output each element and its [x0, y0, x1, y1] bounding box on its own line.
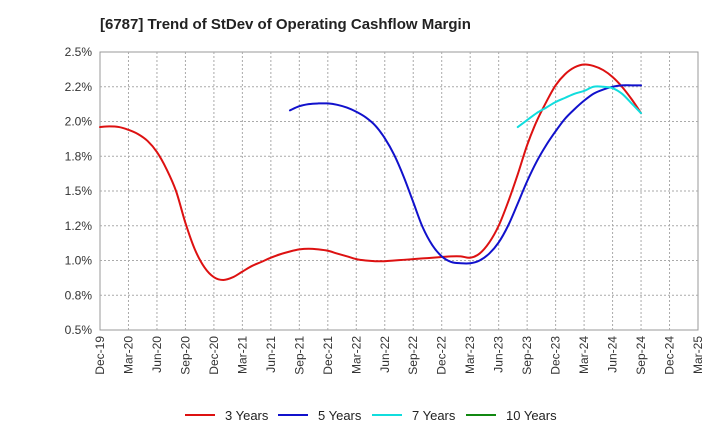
x-tick-label: Jun-22 — [378, 336, 392, 373]
y-tick-label: 0.8% — [65, 288, 93, 302]
x-tick-label: Jun-21 — [264, 336, 278, 373]
y-tick-label: 1.0% — [65, 254, 93, 268]
x-tick-label: Sep-24 — [634, 336, 648, 375]
x-tick-label: Mar-25 — [691, 336, 705, 374]
x-tick-label: Dec-20 — [207, 336, 221, 375]
x-tick-label: Jun-24 — [606, 336, 620, 373]
series-lines — [99, 63, 643, 281]
series-line-5-years — [288, 84, 643, 265]
y-tick-label: 1.2% — [65, 219, 93, 233]
legend: 3 Years 5 Years 7 Years 10 Years — [185, 408, 557, 423]
x-tick-label: Sep-21 — [292, 336, 306, 375]
x-tick-label: Dec-23 — [549, 336, 563, 375]
chart-title: [6787] Trend of StDev of Operating Cashf… — [100, 16, 471, 33]
x-tick-label: Jun-20 — [150, 336, 164, 373]
x-tick-label: Sep-22 — [406, 336, 420, 375]
x-tick-label: Dec-19 — [93, 336, 107, 375]
x-tick-label: Mar-20 — [121, 336, 135, 374]
x-tick-label: Mar-21 — [235, 336, 249, 374]
y-tick-label: 2.5% — [65, 45, 93, 59]
y-tick-label: 2.2% — [65, 80, 93, 94]
x-tick-label: Mar-24 — [577, 336, 591, 374]
series-line-3-years — [99, 63, 643, 281]
x-tick-label: Sep-23 — [520, 336, 534, 375]
x-tick-label: Sep-20 — [178, 336, 192, 375]
x-tick-label: Dec-24 — [663, 336, 677, 375]
x-tick-label: Mar-23 — [463, 336, 477, 374]
x-axis-ticks: Dec-19 Mar-20 Jun-20 Sep-20 Dec-20 Mar-21 Jun-… — [93, 336, 705, 375]
y-tick-label: 2.0% — [65, 115, 93, 129]
y-tick-label: 1.5% — [65, 184, 93, 198]
x-tick-label: Jun-23 — [492, 336, 506, 373]
legend-label-3-years: 3 Years — [225, 408, 269, 423]
legend-label-7-years: 7 Years — [412, 408, 456, 423]
y-tick-label: 0.5% — [65, 323, 93, 337]
y-tick-label: 1.8% — [65, 149, 93, 163]
series-line-7-years — [516, 85, 643, 129]
legend-label-10-years: 10 Years — [506, 408, 557, 423]
x-tick-label: Dec-22 — [435, 336, 449, 375]
legend-label-5-years: 5 Years — [318, 408, 362, 423]
y-axis-ticks: 0.5% 0.8% 1.0% 1.2% 1.5% 1.8% 2.0% 2.2% 2.5% — [65, 45, 93, 337]
plot-area — [99, 51, 699, 331]
x-tick-label: Dec-21 — [321, 336, 335, 375]
x-tick-label: Mar-22 — [349, 336, 363, 374]
